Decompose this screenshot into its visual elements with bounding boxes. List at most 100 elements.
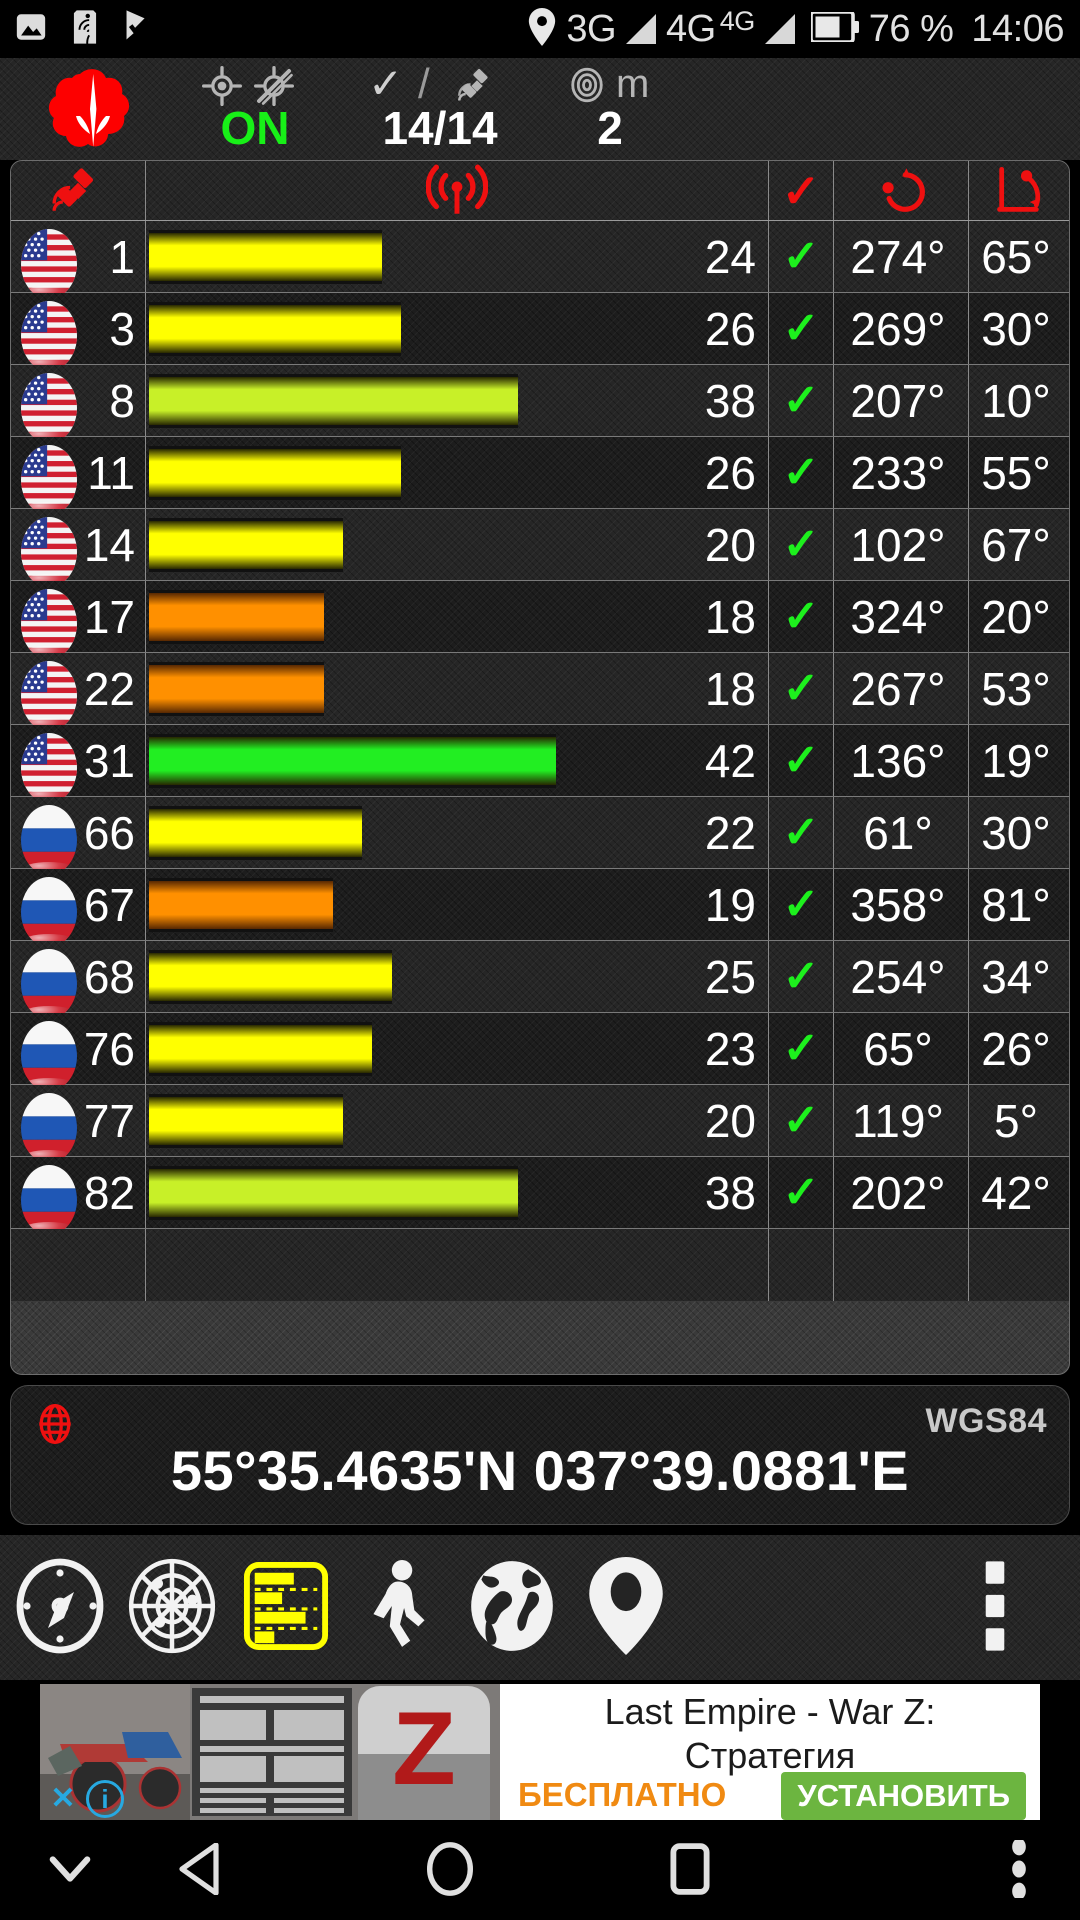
table-row[interactable]: 14 20 ✓ 102° 67° [11,509,1069,587]
hide-keyboard-button[interactable] [10,1822,130,1920]
signal-bar [149,374,518,428]
used-in-fix-cell: ✓ [769,437,834,508]
used-check-icon: ✓ [782,520,820,569]
azimuth-value: 207° [850,375,946,427]
radar-icon [123,1557,221,1660]
satellite-id-cell [11,1229,146,1301]
flag-us-icon [21,733,77,803]
used-in-fix-cell: ✓ [769,293,834,364]
ad-info-icon[interactable]: i [86,1780,124,1818]
satellite-prn: 11 [87,447,135,499]
signal-cell: 20 [146,509,769,580]
home-button[interactable] [380,1822,520,1920]
signal-cell: 20 [146,1085,769,1156]
compass-icon [12,1558,108,1659]
azimuth-cell [834,1229,969,1301]
coordinates-value[interactable]: 55°35.4635'N 037°39.0881'E [170,1439,910,1502]
signal-bar [149,806,362,860]
android-status-bar: 3G 4G 4G 76 % 14:06 [0,0,1080,58]
status-bar-left-icons [14,0,156,58]
satellite-prn: 66 [83,807,135,859]
elevation-value: 30° [981,807,1051,859]
table-row[interactable]: 77 20 ✓ 119° 5° [11,1085,1069,1163]
elevation-value: 53° [981,663,1051,715]
satellite-id-cell: 11 [11,437,146,515]
chevron-down-icon [47,1853,93,1890]
elevation-value: 42° [981,1167,1051,1219]
table-row[interactable]: 22 18 ✓ 267° 53° [11,653,1069,731]
nav-overflow-button[interactable] [974,1822,1064,1920]
bottom-toolbar [0,1535,1080,1680]
flag-ru-icon [21,1165,77,1235]
table-row[interactable]: 68 25 ✓ 254° 34° [11,941,1069,1019]
azimuth-value: 119° [852,1095,944,1147]
map-pin-icon [589,1556,663,1660]
elevation-cell: 53° [969,653,1069,724]
azimuth-value: 233° [850,447,946,499]
satellite-id-cell: 17 [11,581,146,659]
signal-bar [149,590,324,644]
walking-icon [367,1559,433,1658]
checkmark-flag-icon [122,9,156,50]
ad-artwork: Z ✕ i [40,1684,500,1820]
recents-button[interactable] [620,1822,760,1920]
satellite-icon [11,161,145,220]
elevation-cell: 30° [969,797,1069,868]
globe-tab-icon [465,1557,559,1660]
elevation-cell: 81° [969,869,1069,940]
used-check-icon: ✓ [782,592,820,641]
table-row[interactable]: 76 23 ✓ 65° 26° [11,1013,1069,1091]
elevation-cell: 19° [969,725,1069,796]
elevation-cell: 10° [969,365,1069,436]
table-row[interactable]: 8 38 ✓ 207° 10° [11,365,1069,443]
compass-tab[interactable] [0,1553,120,1663]
table-row[interactable]: 66 22 ✓ 61° 30° [11,797,1069,875]
square-recents-icon [669,1842,711,1901]
table-row[interactable]: 31 42 ✓ 136° 19° [11,725,1069,803]
flag-us-icon [21,589,77,659]
app-header: ✓ / m ON 14/14 2 [0,58,1080,160]
azimuth-cell: 358° [834,869,969,940]
table-row[interactable]: 11 26 ✓ 233° 55° [11,437,1069,515]
back-button[interactable] [130,1822,270,1920]
map-tab[interactable] [452,1553,572,1663]
pedometer-tab[interactable] [340,1553,460,1663]
ad-text-area[interactable]: Last Empire - War Z: Стратегия БЕСПЛАТНО… [500,1684,1040,1820]
elevation-value: 67° [981,519,1051,571]
ad-install-button[interactable]: УСТАНОВИТЬ [781,1772,1026,1820]
flag-us-icon [21,301,77,371]
elevation-value: 20° [981,591,1051,643]
skyplot-tab[interactable] [112,1553,232,1663]
globe-icon [33,1402,77,1446]
waypoint-tab[interactable] [566,1553,686,1663]
table-row[interactable] [11,1229,1069,1301]
used-check-icon: ✓ [782,880,820,929]
elevation-value: 34° [981,951,1051,1003]
location-pin-icon [528,7,556,51]
elevation-icon [969,161,1069,220]
ad-banner[interactable]: Z ✕ i Last Empire - War Z: Стратегия БЕС… [40,1684,1040,1820]
used-in-fix-icon: ✓ [781,164,821,217]
azimuth-value: 358° [850,879,946,931]
table-row[interactable]: 3 26 ✓ 269° 30° [11,293,1069,371]
signal-bar [149,950,392,1004]
overflow-menu[interactable] [940,1553,1050,1663]
signal-bar [149,878,333,932]
elevation-cell: 5° [969,1085,1069,1156]
signal-tab[interactable] [226,1553,346,1663]
azimuth-value: 102° [850,519,946,571]
azimuth-cell: 269° [834,293,969,364]
table-row[interactable]: 67 19 ✓ 358° 81° [11,869,1069,947]
header-satellite-column [11,161,146,220]
azimuth-cell: 324° [834,581,969,652]
table-row[interactable]: 82 38 ✓ 202° 42° [11,1157,1069,1235]
satellite-prn: 82 [83,1167,135,1219]
fingerprint-tag-icon [70,9,100,50]
table-row[interactable]: 17 18 ✓ 324° 20° [11,581,1069,659]
datum-label: WGS84 [925,1402,1047,1440]
satellite-id-cell: 82 [11,1157,146,1235]
coordinate-panel[interactable]: WGS84 55°35.4635'N 037°39.0881'E [10,1385,1070,1525]
ad-close-icon[interactable]: ✕ [50,1782,76,1815]
table-row[interactable]: 1 24 ✓ 274° 65° [11,221,1069,299]
